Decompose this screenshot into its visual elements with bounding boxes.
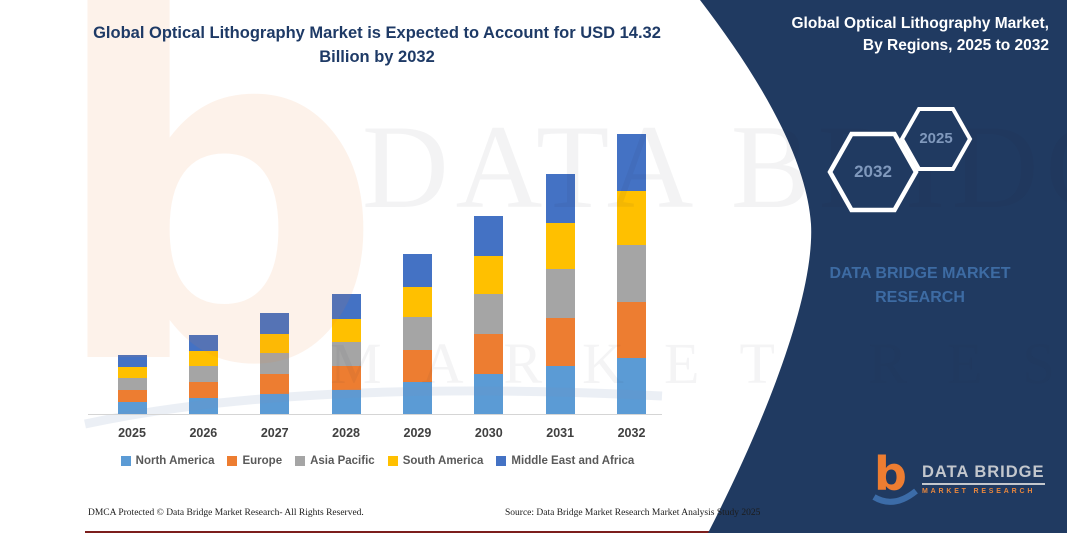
x-tick-label: 2029: [403, 426, 432, 440]
bar-segment: [617, 134, 647, 191]
legend-label: Asia Pacific: [310, 455, 375, 467]
bar-segment: [117, 355, 147, 367]
x-tick-label: 2031: [546, 426, 575, 440]
legend-swatch-icon: [496, 456, 507, 466]
legend-swatch-icon: [227, 456, 238, 466]
legend-swatch-icon: [387, 456, 398, 466]
bar-segment: [545, 318, 575, 366]
footer-source-text: Source: Data Bridge Market Research Mark…: [505, 508, 761, 518]
bar-segment: [617, 302, 647, 358]
bar-segment: [331, 294, 361, 319]
x-axis-line: [88, 414, 662, 415]
bar-segment: [402, 317, 432, 350]
databridge-logo: b DATA BRIDGE MARKET RESEARCH: [872, 447, 1045, 509]
bar-segment: [260, 313, 290, 334]
bar-segment: [260, 374, 290, 394]
bar-segment: [188, 366, 218, 382]
bar-segment: [188, 351, 218, 366]
panel-title: Global Optical Lithography Market, By Re…: [791, 15, 1049, 54]
bar-segment: [117, 402, 147, 414]
bar-segment: [117, 378, 147, 390]
bar-segment: [260, 334, 290, 353]
bottom-accent-line: [85, 531, 1067, 533]
legend-swatch-icon: [120, 456, 131, 466]
x-tick-label: 2026: [189, 426, 218, 440]
bar-segment: [617, 245, 647, 302]
bar-segment: [331, 366, 361, 390]
x-tick-label: 2030: [474, 426, 503, 440]
chart-title: Global Optical Lithography Market is Exp…: [93, 24, 661, 66]
bar-segment: [474, 256, 504, 294]
logo-name-text: DATA BRIDGE: [922, 463, 1045, 485]
hexagon-2025-label: 2025: [919, 130, 953, 147]
bar-segment: [260, 353, 290, 374]
bar-segment: [474, 216, 504, 256]
legend-item: Middle East and Africa: [496, 455, 634, 467]
x-tick-label: 2028: [332, 426, 360, 440]
logo-subname-text: MARKET RESEARCH: [922, 488, 1036, 495]
bar-segment: [545, 269, 575, 318]
legend-label: North America: [135, 455, 215, 467]
bar-segment: [188, 398, 218, 414]
legend-label: Europe: [242, 455, 283, 467]
bar-segment: [188, 382, 218, 398]
x-tick-label: 2027: [260, 426, 289, 440]
chart-legend: North America Europe Asia Pacific South Ame…: [85, 455, 670, 467]
legend-swatch-icon: [295, 456, 306, 466]
legend-item: South America: [387, 455, 484, 467]
bar-segment: [617, 358, 647, 414]
legend-item: Asia Pacific: [295, 455, 375, 467]
bar-segment: [545, 174, 575, 223]
x-tick-label: 2025: [118, 426, 146, 440]
bar-segment: [617, 191, 647, 245]
bar-segment: [402, 287, 432, 317]
bar-segment: [402, 382, 432, 414]
watermark-big-text: DATA BRIDGE: [362, 100, 1067, 233]
logo-b-glyph: b: [874, 447, 907, 501]
bar-segment: [474, 374, 504, 414]
bar-segment: [474, 334, 504, 374]
bar-segment: [260, 394, 290, 414]
panel-brand-text: DATA BRIDGE MARKET RESEARCH: [829, 265, 1011, 306]
x-tick-label: 2032: [617, 426, 646, 440]
bar-segment: [474, 294, 504, 334]
bar-segment: [402, 254, 432, 287]
bar-segment: [331, 390, 361, 414]
bar-segment: [331, 319, 361, 342]
legend-label: Middle East and Africa: [511, 455, 635, 467]
bar-segment: [545, 223, 575, 269]
footer-dmca-text: DMCA Protected © Data Bridge Market Rese…: [88, 508, 364, 518]
bar-segment: [545, 366, 575, 414]
legend-label: South America: [402, 455, 484, 467]
legend-item: Europe: [227, 455, 282, 467]
bar-segment: [117, 390, 147, 402]
legend-item: North America: [120, 455, 215, 467]
hexagon-2032-label: 2032: [854, 162, 892, 181]
watermark-spaced-text: MARKET RESEARCH: [330, 331, 1067, 396]
bar-segment: [402, 350, 432, 382]
bar-segment: [188, 335, 218, 351]
bar-segment: [331, 342, 361, 366]
watermark-b-logo-icon: b: [48, 0, 368, 430]
logo-swoosh-icon: [872, 488, 918, 505]
databridge-logo-mark-icon: b: [872, 447, 918, 509]
bar-segment: [117, 367, 147, 378]
